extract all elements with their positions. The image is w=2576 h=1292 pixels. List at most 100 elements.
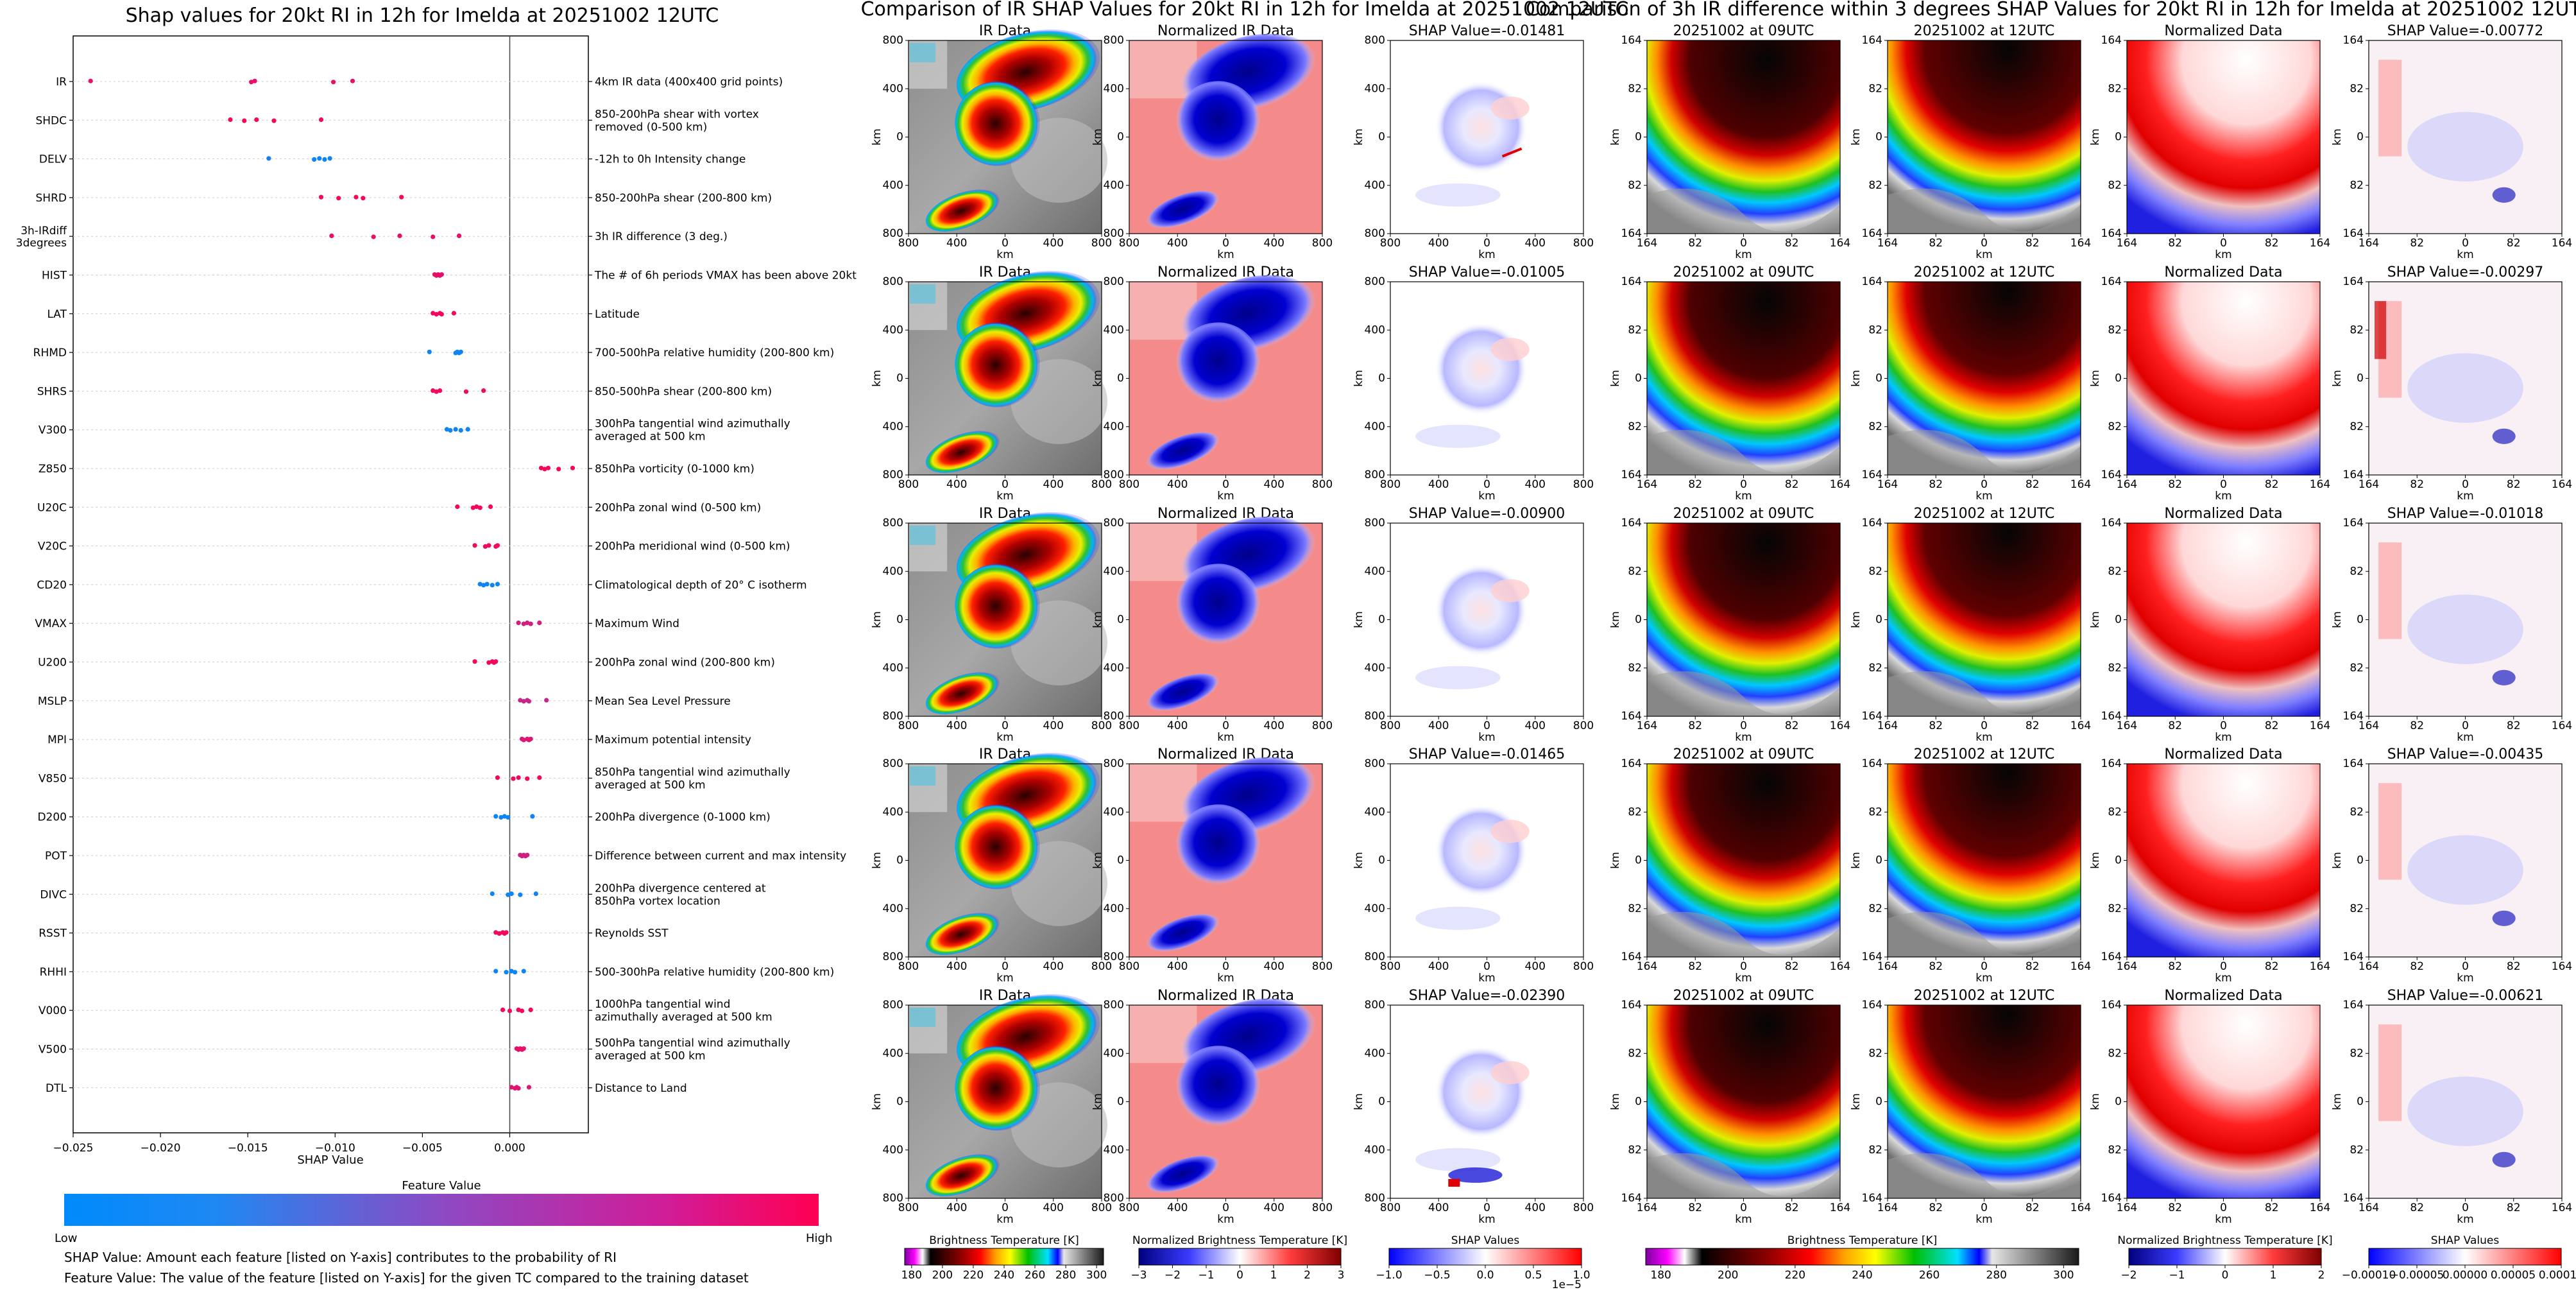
y-axis-unit: km xyxy=(1091,1093,1104,1110)
y-tick-label: 800 xyxy=(1104,710,1124,723)
x-tick-label: 164 xyxy=(1877,1202,1898,1214)
colorbar-tick-label: 300 xyxy=(2053,1269,2074,1282)
y-tick-label: 164 xyxy=(2101,951,2122,963)
colorbar-tick-label: 2 xyxy=(1304,1269,1311,1282)
x-tick-label: 400 xyxy=(1043,960,1064,973)
diff-time-2-title: 20251002 at 12UTC xyxy=(1914,506,2055,522)
y-tick-label: 164 xyxy=(1862,275,1882,288)
x-tick-label: 800 xyxy=(1119,719,1139,732)
y-tick-label: 164 xyxy=(1621,517,1642,530)
y-tick-label: 400 xyxy=(1365,82,1385,95)
ir-edge-artifact xyxy=(910,1008,936,1028)
x-tick-label: 82 xyxy=(2410,960,2424,973)
x-tick-label: 800 xyxy=(1312,960,1333,973)
shap-point xyxy=(528,736,533,741)
hurricane-core xyxy=(955,564,1040,649)
shap-value-title: SHAP Value=-0.01005 xyxy=(1409,264,1565,280)
diff-time-1-title: 20251002 at 09UTC xyxy=(1673,506,1814,522)
y-tick-label: 400 xyxy=(883,1144,903,1157)
y-tick-label: 0 xyxy=(1635,1096,1642,1108)
x-tick-label: 164 xyxy=(2117,1202,2137,1214)
x-axis-unit: km xyxy=(2457,1213,2473,1226)
feature-description: Maximum potential intensity xyxy=(595,734,751,746)
x-tick-label: 400 xyxy=(1428,237,1449,250)
colorbar-tick-label: 0.5 xyxy=(1524,1269,1542,1282)
shap-point xyxy=(516,620,521,626)
shap-point xyxy=(525,620,530,626)
x-tick-label: 0 xyxy=(1981,237,1988,250)
y-tick-label: 82 xyxy=(1628,805,1642,818)
x-tick-label: 164 xyxy=(1637,719,1657,732)
feature-description: 850-200hPa shear with vortex xyxy=(595,108,759,121)
y-axis-unit: km xyxy=(2331,611,2344,628)
y-tick-label: 164 xyxy=(2343,227,2364,240)
y-tick-label: 82 xyxy=(2108,1047,2122,1060)
diff-time-2-title: 20251002 at 12UTC xyxy=(1914,988,2055,1004)
shap-point xyxy=(434,312,439,317)
y-tick-label: 164 xyxy=(2101,227,2122,240)
feature-name: D200 xyxy=(37,811,67,824)
x-tick-label: 400 xyxy=(1167,478,1188,491)
y-tick-label: 0 xyxy=(2357,131,2364,144)
diff-shap-patch xyxy=(2407,353,2523,423)
ir-rainband xyxy=(925,189,1000,232)
shap-point xyxy=(312,157,317,162)
shap-point xyxy=(318,194,324,200)
x-tick-label: 82 xyxy=(1929,719,1943,732)
colorbar-tick-label: 200 xyxy=(932,1269,953,1282)
y-tick-label: 82 xyxy=(1628,179,1642,192)
shap-point xyxy=(497,931,502,936)
y-tick-label: 0 xyxy=(1117,131,1124,144)
shap-point xyxy=(486,660,491,665)
y-tick-label: 82 xyxy=(2350,565,2364,578)
shap-point xyxy=(228,117,233,123)
x-tick-label: 164 xyxy=(1830,960,1850,973)
diff-time-1-title: 20251002 at 09UTC xyxy=(1673,23,1814,39)
y-tick-label: 0 xyxy=(2115,854,2122,867)
feature-name: DELV xyxy=(39,153,67,166)
y-tick-label: 400 xyxy=(1104,420,1124,433)
x-axis-unit: km xyxy=(2215,490,2231,503)
diff-clear-region xyxy=(1888,188,2081,234)
y-tick-label: 400 xyxy=(883,323,903,336)
shap-point xyxy=(242,118,247,123)
x-axis-unit: km xyxy=(1478,972,1495,985)
x-tick-label: 0 xyxy=(1483,237,1490,250)
feature-name: IR xyxy=(56,76,67,89)
y-tick-label: 82 xyxy=(1868,323,1882,336)
y-tick-label: 82 xyxy=(2108,805,2122,818)
x-axis-unit: km xyxy=(2457,248,2473,261)
shap-point xyxy=(453,427,458,432)
x-tick-label: 82 xyxy=(1785,478,1799,491)
feature-description: azimuthally averaged at 500 km xyxy=(595,1011,772,1024)
ir-rainband xyxy=(925,1154,1000,1196)
ir-panel-title: Comparison of IR SHAP Values for 20kt RI… xyxy=(861,0,1629,21)
x-tick-label: 82 xyxy=(1785,960,1799,973)
y-tick-label: 164 xyxy=(1621,710,1642,723)
norm-rainband xyxy=(1147,673,1220,713)
y-tick-label: 800 xyxy=(1365,757,1385,770)
shap-point xyxy=(500,1007,506,1012)
diff-clear-region xyxy=(1888,671,2081,716)
shap-point xyxy=(484,581,490,587)
x-tick-label: 400 xyxy=(1264,960,1284,973)
shap-point xyxy=(502,814,507,819)
shap-point xyxy=(397,233,402,238)
hurricane-core xyxy=(955,322,1040,408)
x-tick-label: 0 xyxy=(1981,1202,1988,1214)
diff-shap-title: SHAP Value=-0.00297 xyxy=(2387,264,2544,280)
y-tick-label: 0 xyxy=(2115,372,2122,385)
diff-shap-hotspot xyxy=(2375,301,2387,359)
x-tick-label: 0 xyxy=(1222,478,1229,491)
colorbar-tick-label: 260 xyxy=(1025,1269,1045,1282)
y-tick-label: 164 xyxy=(1862,34,1882,47)
x-tick-label: 800 xyxy=(1119,478,1139,491)
x-tick-label: 800 xyxy=(1380,719,1401,732)
x-tick-label: 164 xyxy=(2117,237,2137,250)
feature-name: DIVC xyxy=(40,888,67,901)
x-tick-label: 0 xyxy=(1002,237,1009,250)
y-tick-label: 0 xyxy=(2357,1096,2364,1108)
y-tick-label: 0 xyxy=(1378,372,1385,385)
y-tick-label: 800 xyxy=(883,710,903,723)
shap-point xyxy=(516,1086,521,1091)
